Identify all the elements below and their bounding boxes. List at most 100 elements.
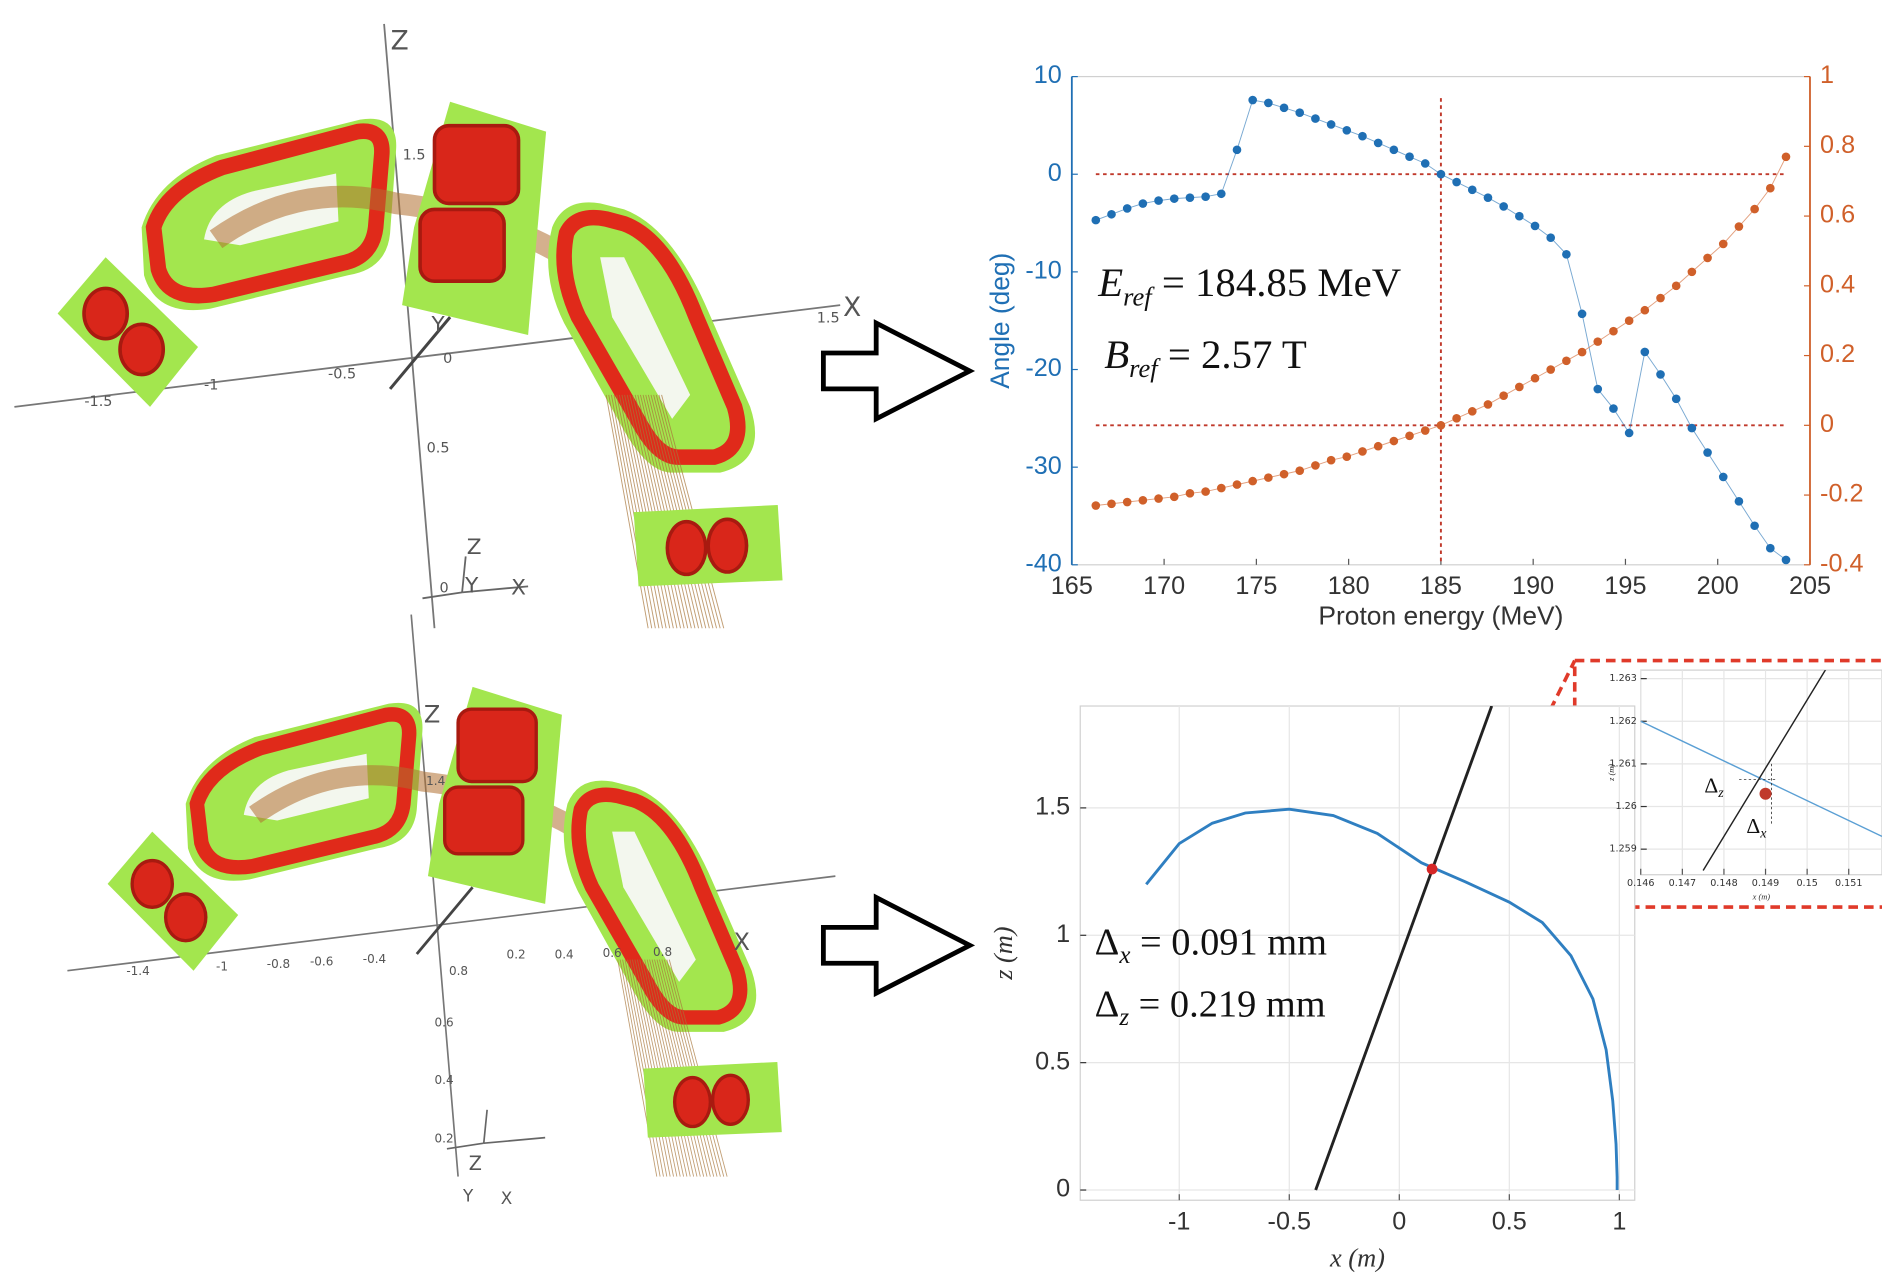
y-axis-label: Angle (deg) xyxy=(985,253,1015,389)
data-point xyxy=(1427,864,1438,875)
x-tick-label: 200 xyxy=(1697,572,1739,600)
data-point xyxy=(1233,480,1242,489)
data-point xyxy=(1672,395,1681,404)
render-label: -1 xyxy=(216,959,228,973)
data-point xyxy=(1437,421,1446,430)
render-label: 0.2 xyxy=(435,1132,454,1146)
render-label: -0.4 xyxy=(363,952,386,966)
data-point xyxy=(1421,159,1430,168)
y-tick-label: 1 xyxy=(1056,920,1070,948)
y-axis-label: z (m) xyxy=(989,926,1018,980)
x-tick-label: 0.146 xyxy=(1627,878,1654,889)
annotation-symbol: Δ xyxy=(1095,921,1120,963)
data-point xyxy=(1735,497,1744,506)
annotation-subscript: ref xyxy=(1123,282,1155,312)
data-point xyxy=(1625,316,1634,325)
data-point xyxy=(1452,178,1461,187)
figure: ZXY1.50.5-1.5-1-0.501.5ZYX0ZX1.40.80.60.… xyxy=(0,0,1882,1278)
data-point xyxy=(1390,437,1399,446)
data-point xyxy=(1107,499,1116,508)
x-tick-label: 0 xyxy=(1392,1207,1406,1235)
data-point xyxy=(1248,477,1257,486)
data-point xyxy=(1201,192,1210,201)
y2-tick-label: 0.6 xyxy=(1820,201,1855,229)
data-point xyxy=(1295,466,1304,475)
x-tick-label: 190 xyxy=(1512,572,1554,600)
data-point xyxy=(1562,250,1571,259)
x-tick-label: 175 xyxy=(1235,572,1277,600)
data-point xyxy=(1170,492,1179,501)
data-point xyxy=(1327,456,1336,465)
render-label: X xyxy=(843,293,861,323)
x-tick-label: -0.5 xyxy=(1268,1207,1311,1235)
render-label: Z xyxy=(424,701,440,729)
plot-area xyxy=(1641,670,1882,875)
data-point xyxy=(1593,337,1602,346)
data-point xyxy=(1358,132,1367,141)
data-point xyxy=(1750,205,1759,214)
data-point xyxy=(1217,189,1226,198)
data-point xyxy=(1499,202,1508,211)
data-point xyxy=(1091,501,1100,510)
y-tick-label: 1.5 xyxy=(1035,793,1070,821)
data-point xyxy=(1295,108,1304,117)
y2-tick-label: 0.8 xyxy=(1820,131,1855,159)
render-label: 0 xyxy=(440,581,449,597)
render-label: -1.4 xyxy=(126,964,149,978)
y-tick-label: 10 xyxy=(1034,61,1062,89)
data-point xyxy=(1672,282,1681,291)
x-tick-label: 0.151 xyxy=(1835,878,1862,889)
annotation-subscript: z xyxy=(1717,786,1724,801)
data-point xyxy=(1484,400,1493,409)
y-tick-label: 1.259 xyxy=(1609,844,1636,855)
data-point xyxy=(1374,139,1383,148)
annotation-symbol: Δ xyxy=(1746,814,1760,838)
render-label: 0.6 xyxy=(435,1016,454,1030)
y2-tick-label: -0.2 xyxy=(1820,480,1863,508)
data-point xyxy=(1107,210,1116,219)
x-tick-label: 1 xyxy=(1612,1207,1626,1235)
y-tick-label: -20 xyxy=(1025,354,1061,382)
x-tick-label: 0.5 xyxy=(1492,1207,1527,1235)
render-label: -1 xyxy=(204,377,218,393)
y-tick-label: 0.5 xyxy=(1035,1047,1070,1075)
body: ZXY1.50.5-1.5-1-0.501.5ZYX0ZX1.40.80.60.… xyxy=(0,0,1882,1278)
x-axis-label: x (m) xyxy=(1329,1244,1385,1273)
annotation-text: = 184.85 MeV xyxy=(1162,261,1401,306)
y2-tick-label: 1 xyxy=(1820,61,1834,89)
annotation-subscript: z xyxy=(1118,1004,1129,1031)
arrow-shape xyxy=(823,897,969,993)
y-tick-label: -30 xyxy=(1025,452,1061,480)
render-label: 0.2 xyxy=(507,947,526,961)
y-tick-label: -10 xyxy=(1025,257,1061,285)
data-point xyxy=(1264,99,1273,108)
data-point xyxy=(1139,496,1148,505)
annotation-text: = 0.219 mm xyxy=(1139,983,1326,1025)
data-point xyxy=(1123,204,1132,213)
data-point xyxy=(1421,426,1430,435)
data-point xyxy=(1468,407,1477,416)
x-tick-label: 185 xyxy=(1420,572,1462,600)
annotation-text: = 0.091 mm xyxy=(1140,921,1327,963)
y-tick-label: 1.26 xyxy=(1616,801,1637,812)
data-point xyxy=(1405,431,1414,440)
data-point xyxy=(1499,391,1508,400)
data-point xyxy=(1703,254,1712,263)
data-point xyxy=(1735,222,1744,231)
y-tick-label: 1.263 xyxy=(1609,673,1636,684)
annotation-symbol: Δ xyxy=(1095,983,1120,1025)
render-label: 1.4 xyxy=(426,774,445,788)
data-point xyxy=(1154,494,1163,503)
x-axis-label: Proton energy (MeV) xyxy=(1318,601,1563,631)
data-point xyxy=(1468,186,1477,195)
data-point xyxy=(1531,222,1540,231)
x-tick-label: 170 xyxy=(1143,572,1185,600)
x-tick-label: 0.147 xyxy=(1669,878,1696,889)
render-label: X xyxy=(501,1188,513,1208)
data-point xyxy=(1186,489,1195,498)
data-point xyxy=(1750,521,1759,530)
data-point xyxy=(1217,484,1226,493)
render-label: 0.6 xyxy=(603,946,622,960)
y-tick-label: 1.262 xyxy=(1609,716,1636,727)
